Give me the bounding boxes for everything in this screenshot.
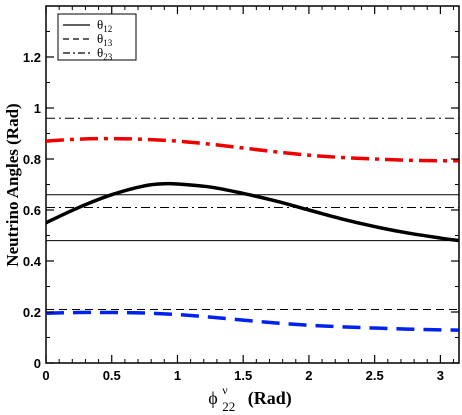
x-axis-title: ϕ ν 22 (Rad): [208, 378, 291, 415]
x-tick-label: 2: [305, 368, 312, 383]
legend-box: [57, 13, 137, 61]
y-tick-label: 0.4: [23, 254, 42, 269]
y-tick-label: 0.6: [23, 203, 41, 218]
y-tick-label: 1: [34, 101, 41, 116]
y-tick-label: 0.2: [23, 305, 41, 320]
series-line-theta13: [46, 310, 459, 332]
y-axis-title: Neutrino Angles (Rad): [3, 103, 22, 266]
series-line-theta12: [46, 181, 459, 243]
x-tick-label: 0.5: [103, 368, 121, 383]
series-line-theta23: [46, 136, 459, 163]
y-tick-label: 0.8: [23, 152, 41, 167]
x-axis-superscript: ν: [222, 383, 228, 397]
x-tick-label: 1.5: [234, 368, 252, 383]
x-axis-subscript: 22: [222, 399, 235, 414]
legend-label-13: θ13: [97, 31, 113, 48]
x-axis-units: (Rad): [248, 388, 292, 409]
x-tick-label: 2.5: [366, 368, 384, 383]
x-tick-label: 0: [42, 368, 49, 383]
x-tick-label: 1: [174, 368, 181, 383]
legend-label-23: θ23: [97, 45, 113, 62]
x-tick-label: 3: [437, 368, 444, 383]
x-axis-symbol: ϕ: [208, 388, 217, 408]
legend-label-12: θ12: [97, 17, 112, 34]
y-tick-label: 1.2: [23, 50, 41, 65]
y-tick-label: 0: [34, 356, 41, 371]
